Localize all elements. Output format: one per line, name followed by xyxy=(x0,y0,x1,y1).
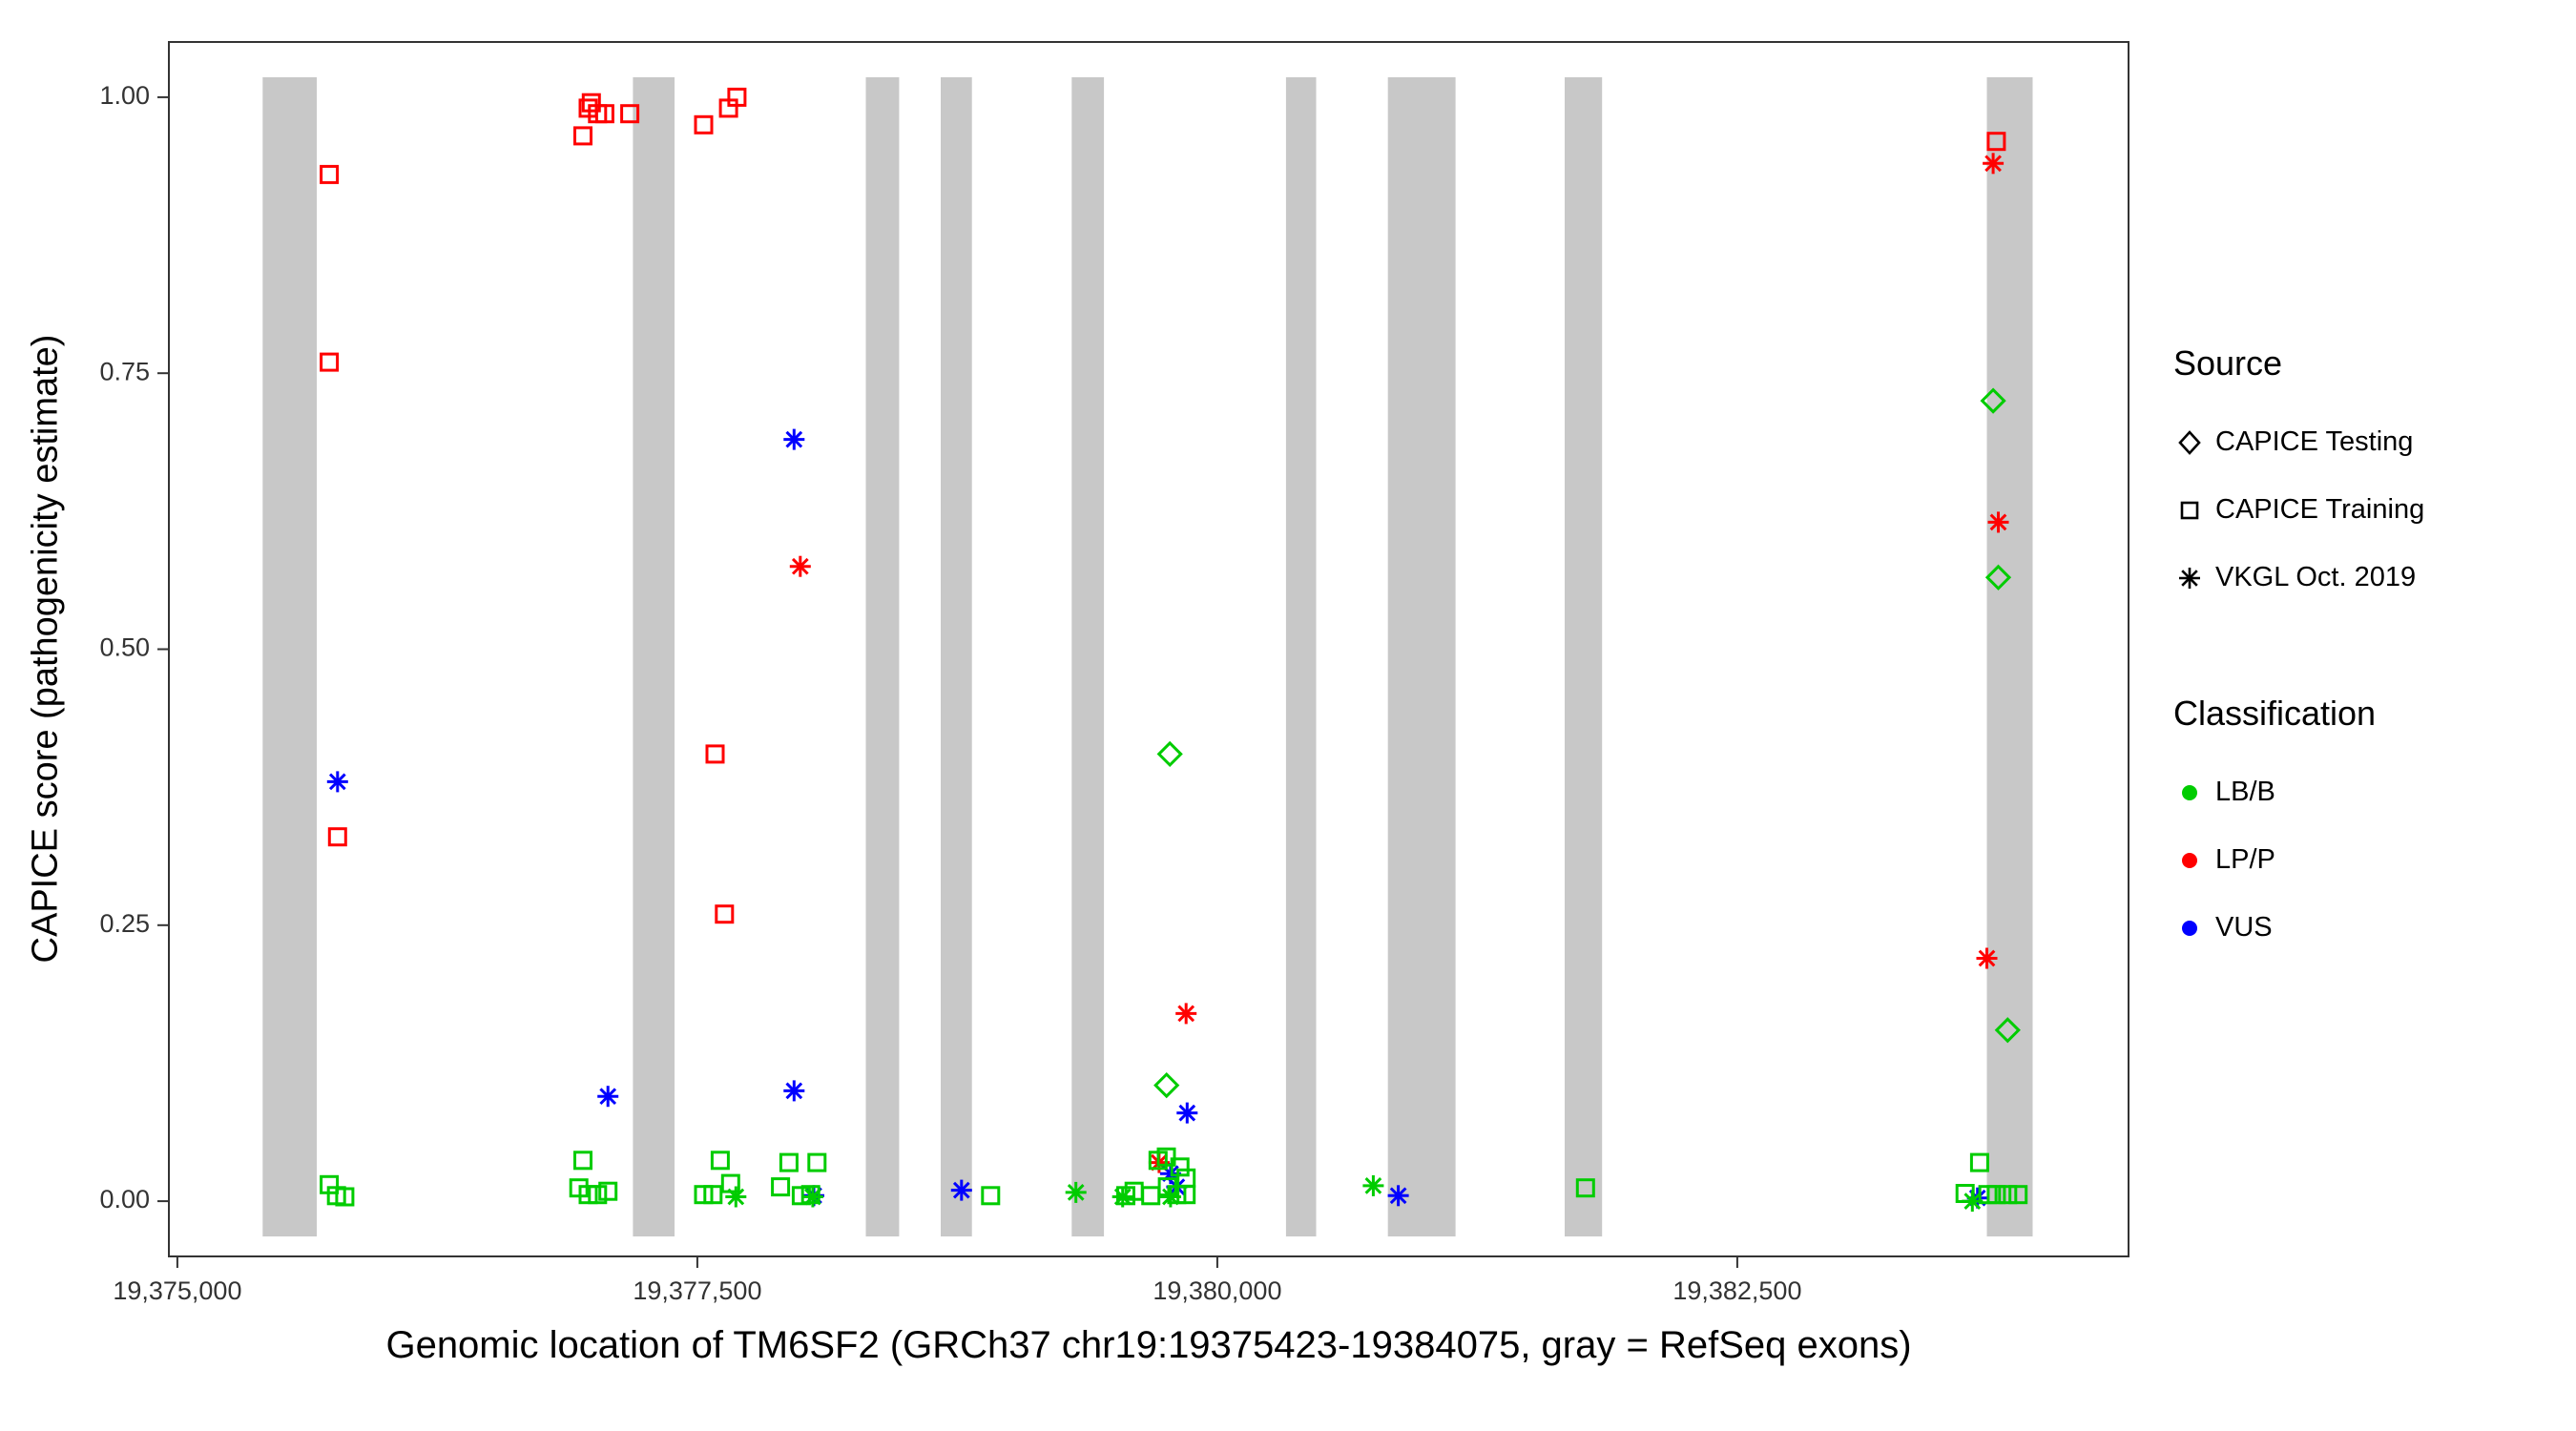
legend-item-capice-testing: CAPICE Testing xyxy=(2173,408,2565,476)
y-tick-label: 0.00 xyxy=(99,1185,150,1213)
exon-bar xyxy=(1986,77,2033,1237)
green-dot-icon xyxy=(2182,784,2197,800)
blue-dot-icon xyxy=(2182,920,2197,936)
legend-item-capice-training: CAPICE Training xyxy=(2173,476,2565,544)
x-tick-label: 19,375,000 xyxy=(113,1276,241,1305)
x-axis: 19,375,000 19,377,500 19,380,000 19,382,500 xyxy=(113,1256,1801,1305)
y-tick-label: 0.50 xyxy=(99,633,150,662)
square-icon xyxy=(2180,501,2199,519)
legend-item-vkgl: VKGL Oct. 2019 xyxy=(2173,544,2565,612)
y-tick-label: 0.75 xyxy=(99,357,150,385)
exon-bars xyxy=(262,77,2033,1237)
legend-label: LP/P xyxy=(2215,844,2275,875)
x-tick-label: 19,382,500 xyxy=(1672,1276,1801,1305)
exon-bar xyxy=(1071,77,1105,1237)
legend: Source CAPICE Testing CAPICE Training xyxy=(2173,343,2565,962)
exon-bar xyxy=(1285,77,1317,1237)
y-axis-title: CAPICE score (pathogenicity estimate) xyxy=(25,334,66,964)
legend-item-lbb: LB/B xyxy=(2173,758,2565,826)
x-tick-label: 19,380,000 xyxy=(1153,1276,1281,1305)
legend-source-title: Source xyxy=(2173,343,2283,383)
legend-classification-title: Classification xyxy=(2173,694,2377,733)
diamond-icon xyxy=(2178,429,2201,455)
exon-bar xyxy=(1565,77,1603,1237)
x-tick-label: 19,377,500 xyxy=(633,1276,761,1305)
legend-label: LB/B xyxy=(2215,777,2275,807)
legend-item-vus: VUS xyxy=(2173,894,2565,962)
exon-bar xyxy=(1387,77,1456,1237)
legend-item-lpp: LP/P xyxy=(2173,826,2565,894)
exon-bar xyxy=(865,77,900,1237)
legend-label: CAPICE Training xyxy=(2215,494,2425,525)
legend-label: CAPICE Testing xyxy=(2215,426,2414,457)
asterisk-icon xyxy=(2179,567,2200,589)
legend-label: VKGL Oct. 2019 xyxy=(2215,562,2417,592)
y-tick-label: 0.25 xyxy=(99,909,150,938)
data-points xyxy=(320,87,2028,1213)
panel-border xyxy=(168,41,2129,1257)
y-axis: 0.00 0.25 0.50 0.75 1.00 xyxy=(99,81,169,1213)
x-axis-title: Genomic location of TM6SF2 (GRCh37 chr19… xyxy=(385,1324,1912,1366)
exon-bar xyxy=(941,77,972,1237)
y-tick-label: 1.00 xyxy=(99,81,150,110)
exon-bar xyxy=(633,77,675,1237)
legend-label: VUS xyxy=(2215,912,2273,943)
red-dot-icon xyxy=(2182,852,2197,868)
exon-bar xyxy=(262,77,317,1237)
